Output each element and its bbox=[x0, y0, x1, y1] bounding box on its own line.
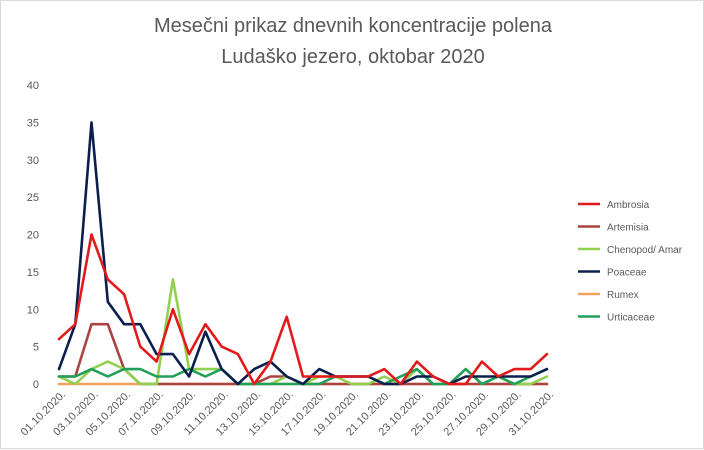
y-tick-label: 0 bbox=[33, 379, 39, 391]
series-line-ambrosia bbox=[57, 233, 549, 386]
legend-label: Poaceae bbox=[607, 268, 647, 279]
y-tick-label: 5 bbox=[33, 342, 39, 354]
legend-label: Urticaceae bbox=[607, 313, 655, 324]
legend-label: Rumex bbox=[607, 290, 639, 301]
plot-area bbox=[57, 121, 549, 386]
legend-label: Chenopod/ Amar bbox=[607, 245, 683, 256]
y-tick-label: 20 bbox=[27, 230, 39, 242]
chart-title: Mesečni prikaz dnevnih koncentracije pol… bbox=[154, 15, 553, 37]
y-tick-label: 15 bbox=[27, 267, 39, 279]
chart-subtitle: Ludaško jezero, oktobar 2020 bbox=[221, 46, 485, 68]
y-tick-label: 35 bbox=[27, 117, 39, 129]
y-tick-label: 40 bbox=[27, 80, 39, 92]
y-axis: 0 5 10 15 20 25 30 35 40 bbox=[27, 80, 39, 391]
x-axis: 01.10.2020.03.10.2020.05.10.2020.07.10.2… bbox=[19, 389, 557, 439]
series-line-poaceae bbox=[57, 121, 549, 386]
y-tick-label: 25 bbox=[27, 192, 39, 204]
y-tick-label: 10 bbox=[27, 304, 39, 316]
legend-label: Ambrosia bbox=[607, 200, 650, 211]
legend-label: Artemisia bbox=[607, 223, 649, 234]
y-tick-label: 30 bbox=[27, 155, 39, 167]
legend: Ambrosia Artemisia Chenopod/ Amar Poaceae Ru… bbox=[578, 200, 683, 324]
